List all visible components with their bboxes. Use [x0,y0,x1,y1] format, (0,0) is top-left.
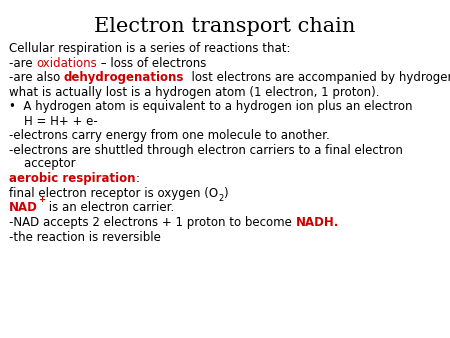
Text: acceptor: acceptor [9,157,76,170]
Text: final electron receptor is oxygen (O: final electron receptor is oxygen (O [9,187,218,200]
Text: +: + [38,195,45,204]
Text: 2: 2 [218,194,224,203]
Text: H = H+ + e-: H = H+ + e- [9,115,98,128]
Text: -NAD accepts 2 electrons + 1 proton to become: -NAD accepts 2 electrons + 1 proton to b… [9,216,296,229]
Text: Electron transport chain: Electron transport chain [94,17,356,36]
Text: -are: -are [9,57,36,70]
Text: – loss of electrons: – loss of electrons [97,57,207,70]
Text: lost electrons are accompanied by hydrogen: lost electrons are accompanied by hydrog… [184,71,450,84]
Text: what is actually lost is a hydrogen atom (1 electron, 1 proton).: what is actually lost is a hydrogen atom… [9,86,379,99]
Text: •  A hydrogen atom is equivalent to a hydrogen ion plus an electron: • A hydrogen atom is equivalent to a hyd… [9,100,413,113]
Text: -are also: -are also [9,71,64,84]
Text: is an electron carrier.: is an electron carrier. [45,201,174,214]
Text: :: : [135,172,140,185]
Text: -electrons carry energy from one molecule to another.: -electrons carry energy from one molecul… [9,129,330,142]
Text: aerobic respiration: aerobic respiration [9,172,135,185]
Text: -electrons are shuttled through electron carriers to a final electron: -electrons are shuttled through electron… [9,144,403,157]
Text: dehydrogenations: dehydrogenations [64,71,184,84]
Text: oxidations: oxidations [36,57,97,70]
Text: NADH.: NADH. [296,216,339,229]
Text: ): ) [224,187,228,200]
Text: Cellular respiration is a series of reactions that:: Cellular respiration is a series of reac… [9,42,291,55]
Text: NAD: NAD [9,201,38,214]
Text: -the reaction is reversible: -the reaction is reversible [9,231,161,243]
